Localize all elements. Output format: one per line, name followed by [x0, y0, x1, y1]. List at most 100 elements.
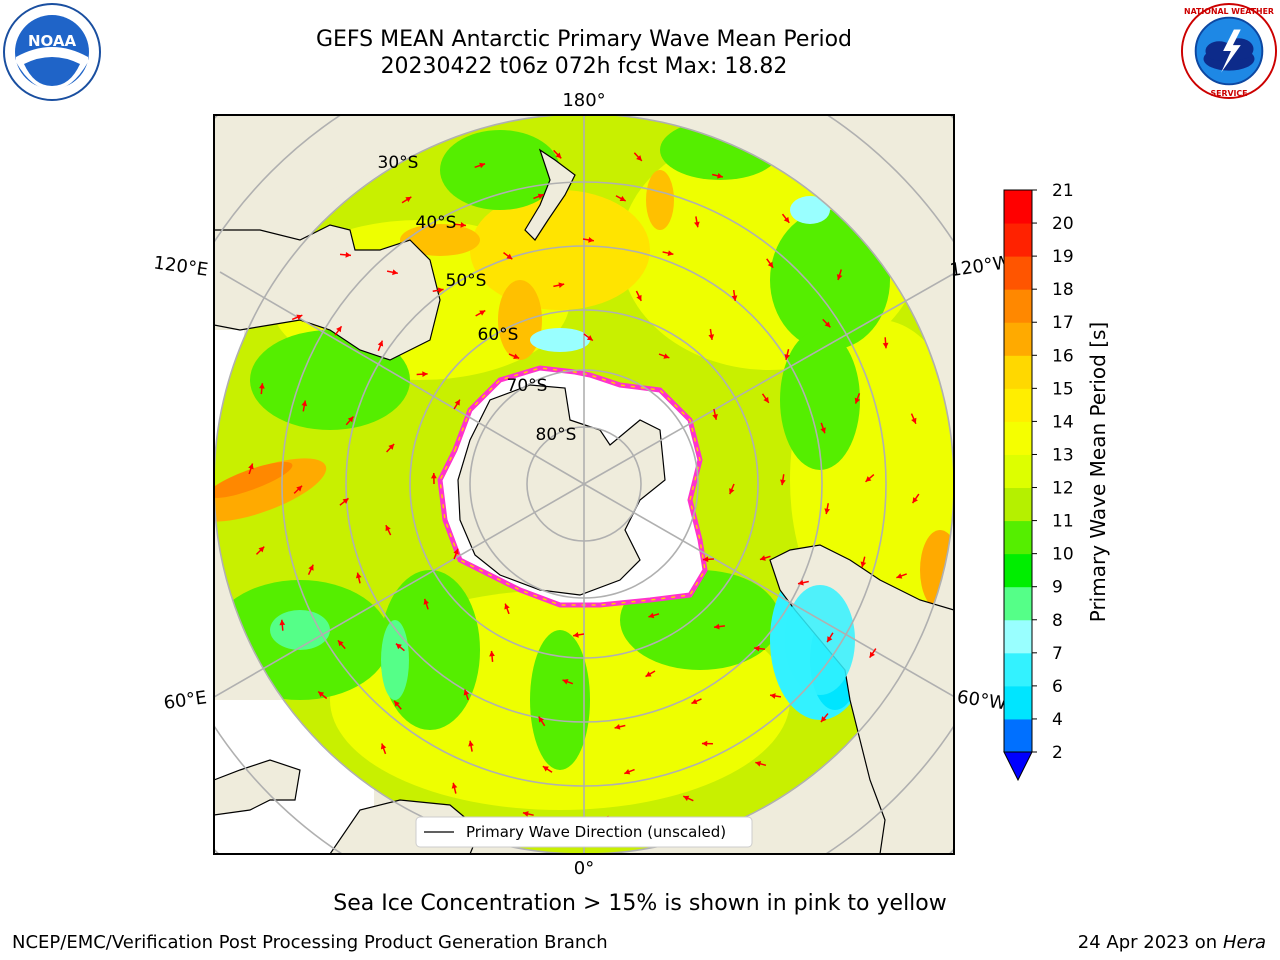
- wave-vector-head: [542, 766, 549, 772]
- svg-text:NATIONAL WEATHER: NATIONAL WEATHER: [1184, 7, 1274, 16]
- new-zealand-landmass: [524, 148, 576, 241]
- colorbar-under-extension: [1003, 751, 1033, 782]
- colorbar-segment: [1004, 586, 1032, 621]
- colorbar-segment: [1004, 520, 1032, 555]
- wave-vector-head: [422, 371, 428, 378]
- colorbar-tick-label: 8: [1052, 611, 1063, 631]
- madagascar-landmass: [214, 759, 301, 816]
- wave-vector-head: [377, 340, 384, 347]
- wave-vector-head: [248, 463, 254, 470]
- wave-vector-head: [423, 598, 430, 605]
- lon-label-120e: 120°E: [152, 252, 209, 280]
- lon-label-60w: 60°W: [956, 687, 1008, 715]
- wave-vector-head: [562, 679, 569, 685]
- colorbar-segment: [1004, 454, 1032, 489]
- colorbar-tick-label: 2: [1052, 743, 1063, 763]
- lat-label-40s: 40°S: [416, 213, 457, 233]
- wave-vector-head: [437, 287, 444, 294]
- colorbar-tick-label: 13: [1052, 445, 1074, 465]
- wave-vector-head: [454, 399, 460, 406]
- noaa-logo-text: NOAA: [28, 32, 77, 50]
- wave-vector-head: [759, 555, 766, 561]
- colorbar-segment: [1004, 256, 1032, 290]
- colorbar-tick-label: 10: [1052, 545, 1074, 565]
- colorbar-segment: [1004, 718, 1032, 753]
- wave-vector-head: [347, 416, 354, 423]
- wave-vector-head: [258, 546, 265, 553]
- wave-vector-head: [504, 603, 510, 610]
- wave-vector-head: [712, 413, 718, 420]
- colorbar-segment: [1004, 619, 1032, 654]
- wave-vector-head: [836, 274, 843, 280]
- wave-vector-head: [513, 353, 520, 359]
- wave-vector-head: [763, 396, 769, 403]
- wave-vector-head: [619, 195, 626, 202]
- nws-logo: NATIONAL WEATHER SERVICE: [1180, 2, 1278, 100]
- colorbar-segment: [1004, 322, 1032, 356]
- wave-vector-head: [489, 650, 495, 657]
- wave-vector-head: [342, 498, 349, 504]
- wave-vector-head: [701, 740, 708, 747]
- graticule: [214, 115, 954, 854]
- colorbar-tick-label: 17: [1052, 313, 1074, 333]
- wave-vector-head: [717, 172, 723, 179]
- wave-vector-head: [731, 295, 738, 301]
- colorbar-tick-label: 21: [1052, 181, 1074, 201]
- wave-vector-head: [784, 354, 791, 360]
- wave-vector-head: [820, 427, 826, 434]
- wave-vector-head: [279, 619, 286, 626]
- credit-date: 24 Apr 2023 on: [1077, 932, 1223, 953]
- wave-vector-head: [827, 636, 833, 643]
- wave-vector-head: [614, 724, 621, 730]
- svg-text:SERVICE: SERVICE: [1210, 89, 1247, 98]
- colorbar-segment: [1004, 487, 1032, 522]
- wave-vector-head: [860, 561, 867, 568]
- wave-vector-head: [683, 795, 690, 801]
- wave-vector-head: [624, 768, 631, 775]
- wave-vector-head: [911, 417, 917, 424]
- wave-vector-head: [702, 556, 709, 563]
- colorbar-segment: [1004, 355, 1032, 389]
- wave-vector-head: [714, 623, 720, 630]
- wave-vector-head: [691, 698, 698, 704]
- wave-vector-head: [869, 651, 875, 658]
- colorbar-segment: [1004, 685, 1032, 720]
- wave-vector-head: [395, 643, 402, 650]
- wave-vector-head: [394, 700, 400, 707]
- wave-vector-head: [479, 162, 486, 169]
- wave-vector-head: [555, 152, 562, 159]
- sea-ice-note: Sea Ice Concentration > 15% is shown in …: [333, 891, 947, 916]
- wave-vector-head: [380, 743, 387, 750]
- wave-vector-head: [694, 221, 700, 228]
- wave-vector-head: [506, 253, 513, 260]
- colorbar-segment: [1004, 652, 1032, 687]
- wave-vector-head: [385, 525, 391, 532]
- map-frame: [213, 114, 955, 855]
- vector-legend: Primary Wave Direction (unscaled): [415, 816, 753, 848]
- wave-vector-head: [538, 716, 544, 723]
- wave-vector-head: [824, 321, 831, 328]
- wave-vector-head: [865, 476, 872, 482]
- wave-vector-head: [636, 155, 642, 161]
- colorbar-tick-label: 14: [1052, 412, 1074, 432]
- wave-vector-head: [824, 508, 831, 515]
- wave-vector-head: [588, 237, 594, 243]
- colorbar-frame: [1003, 189, 1033, 753]
- wave-vector-head: [537, 193, 544, 200]
- wave-vector-head: [636, 294, 642, 301]
- colorbar-segment: [1004, 388, 1032, 422]
- colorbar-segment: [1004, 190, 1032, 224]
- antarctica-landmass: [457, 384, 666, 596]
- chart-subtitle: 20230422 t06z 072h fcst Max: 18.82: [380, 54, 788, 79]
- wave-direction-vectors: [248, 149, 920, 822]
- colorbar-segment: [1004, 289, 1032, 323]
- wave-vector-head: [301, 400, 308, 407]
- wave-vector-head: [468, 740, 474, 747]
- colorbar-segment: [1004, 421, 1032, 455]
- wave-vector-head: [767, 261, 774, 268]
- wave-vector-head: [648, 612, 655, 619]
- lon-label-60e: 60°E: [162, 687, 208, 714]
- wave-vector-head: [479, 310, 486, 316]
- colorbar-tick-label: 19: [1052, 247, 1074, 267]
